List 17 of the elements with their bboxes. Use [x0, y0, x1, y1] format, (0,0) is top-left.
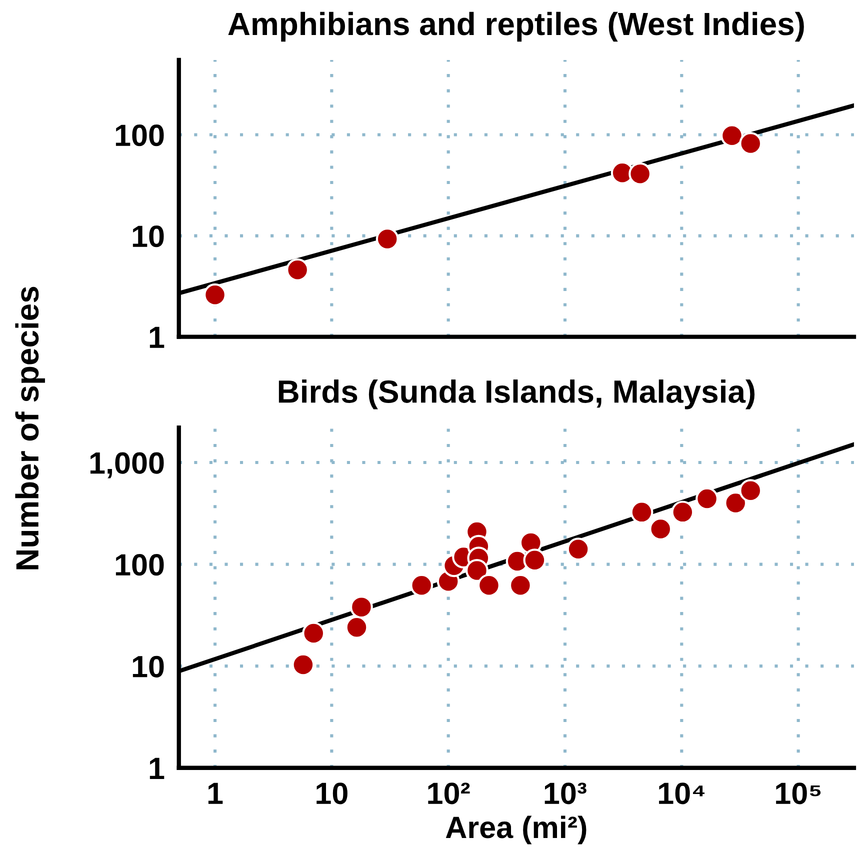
chart-title: Amphibians and reptiles (West Indies) — [228, 12, 804, 42]
x-tick-label: 1 — [208, 782, 223, 804]
x-tick-label: 10⁴ — [659, 782, 704, 804]
y-tick-label: 10 — [132, 226, 164, 248]
y-tick-label: 1,000 — [90, 452, 164, 478]
x-axis-title: Area (mi²) — [446, 816, 586, 844]
y-axis-title: Number of species — [15, 286, 45, 570]
y-tick-label: 100 — [116, 554, 164, 576]
y-tick-label: 100 — [116, 124, 164, 146]
y-tick-label: 10 — [132, 656, 164, 678]
x-tick-label: 10 — [316, 782, 348, 804]
x-tick-label: 10² — [428, 782, 470, 804]
x-tick-label: 10³ — [544, 782, 586, 804]
chart-title: Birds (Sunda Islands, Malaysia) — [278, 379, 755, 410]
y-tick-label: 1 — [150, 326, 164, 348]
y-tick-label: 1 — [150, 758, 164, 779]
x-tick-label: 10⁵ — [776, 782, 821, 804]
